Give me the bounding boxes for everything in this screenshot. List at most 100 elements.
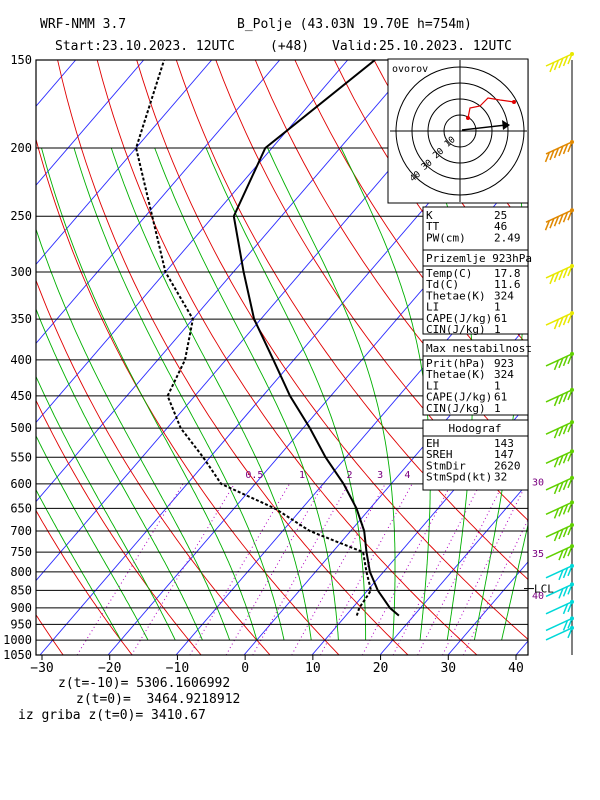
stat-value: 143 — [494, 437, 514, 450]
stat-key: Td(C) — [426, 278, 459, 291]
stat-key: K — [426, 209, 433, 222]
stat-value: 147 — [494, 448, 514, 461]
wind-barb — [544, 139, 574, 163]
stat-key: Thetae(K) — [426, 368, 486, 381]
pressure-label: 400 — [10, 353, 32, 367]
storm-motion-vector — [461, 124, 507, 131]
wind-barb — [545, 449, 574, 468]
hodograph-stats-box-frame — [422, 419, 529, 491]
wind-barb — [545, 52, 574, 73]
profiles-layer — [135, 60, 400, 617]
hodograph-point — [512, 100, 516, 104]
wind-barb — [545, 523, 574, 542]
wind-barb — [545, 500, 574, 519]
stat-value: 61 — [494, 391, 507, 404]
dry-adiabat — [57, 60, 409, 655]
pressure-label: 450 — [10, 389, 32, 403]
wind-barb — [545, 616, 574, 632]
pressure-label: 700 — [10, 524, 32, 538]
x-tick-label: 40 — [508, 661, 524, 676]
surface-box-frame — [422, 249, 529, 335]
hodograph-trace — [467, 97, 515, 119]
stat-key: LI — [426, 379, 439, 392]
pressure-label: 900 — [10, 601, 32, 615]
max-unstable-box-frame — [422, 339, 529, 416]
lcl-label: LCL — [534, 583, 554, 596]
stat-value: 61 — [494, 312, 507, 325]
stat-value: 32 — [494, 471, 507, 484]
pressure-label: 850 — [10, 583, 32, 597]
moist-adiabat — [501, 522, 528, 641]
wind-barb — [545, 475, 574, 495]
wind-barb — [544, 208, 574, 231]
mixing-ratio-label: 0.5 — [245, 470, 263, 481]
pressure-label: 500 — [10, 421, 32, 435]
mixing-ratio-line — [225, 483, 324, 655]
stat-key: LI — [426, 301, 439, 314]
dry-adiabat — [36, 137, 340, 655]
stat-key: Thetae(K) — [426, 289, 486, 302]
isotherm-line — [36, 60, 417, 503]
stat-key: CIN(J/kg) — [426, 402, 486, 415]
x-tick-label: −10 — [166, 661, 189, 676]
stat-key: CAPE(J/kg) — [426, 312, 492, 325]
isotherm-line — [36, 60, 349, 424]
valid-time: Valid:25.10.2023. 12UTC — [332, 39, 512, 54]
mixing-ratio-label: 1 — [299, 470, 305, 481]
wind-barb — [545, 387, 574, 407]
hodograph-label: ovorov — [392, 64, 428, 75]
x-tick-label: −30 — [30, 661, 53, 676]
pressure-label: 800 — [10, 565, 32, 579]
max-unstable-box: Max nestabilnost Prit(hPa) 923 Thetae(K) 324… — [422, 339, 532, 416]
wind-barbs — [544, 52, 574, 655]
pressure-label: 950 — [10, 617, 32, 631]
mixing-ratio-line — [291, 483, 386, 655]
stat-key: CIN(J/kg) — [426, 323, 486, 336]
max-unstable-box-title: Max nestabilnost — [426, 342, 532, 355]
wind-barb — [545, 311, 574, 330]
isotherm-label: 30 — [532, 477, 544, 488]
x-tick-label: 10 — [305, 661, 321, 676]
isotherm-label: 40 — [532, 591, 544, 602]
pressure-label: 600 — [10, 477, 32, 491]
stat-value: 1 — [494, 402, 501, 415]
moist-adiabat — [340, 147, 431, 641]
pressure-label: 300 — [10, 265, 32, 279]
stat-key: StmDir — [426, 459, 466, 472]
pressure-label: 750 — [10, 545, 32, 559]
stat-value: 2620 — [494, 459, 521, 472]
moist-adiabat — [36, 488, 122, 641]
storm-motion-arrow — [502, 120, 510, 130]
surface-box-title: Prizemlje 923hPa — [426, 252, 532, 265]
moist-adiabat — [154, 147, 339, 641]
surface-box: Prizemlje 923hPa Temp(C) 17.8 Td(C) 11.6 Thet… — [422, 249, 532, 336]
station-name: B_Polje (43.03N 19.70E h=754m) — [237, 17, 472, 32]
mixing-ratio-line — [189, 483, 290, 655]
pressure-label: 150 — [10, 53, 32, 67]
footer-line-3: iz griba z(t=0)= 3410.67 — [18, 708, 206, 723]
dry-adiabat — [572, 60, 600, 655]
wind-barb — [545, 563, 574, 581]
pressure-label: 200 — [10, 141, 32, 155]
x-tick-label: 30 — [440, 661, 456, 676]
mixing-ratio-line — [417, 483, 504, 655]
wind-barb — [545, 544, 574, 561]
wind-barb — [545, 599, 574, 615]
stat-value: 11.6 — [494, 278, 521, 291]
indices-box-frame — [422, 206, 529, 251]
info-boxes: K 25 TT 46 PW(cm) 2.49 Prizemlje 923hPa Temp(C)… — [422, 206, 532, 491]
footer-line-2: z(t=0)= 3464.9218912 — [76, 692, 241, 707]
stat-value: 923 — [494, 357, 514, 370]
stat-value: 1 — [494, 379, 501, 392]
stat-key: Prit(hPa) — [426, 357, 486, 370]
stat-key: CAPE(J/kg) — [426, 391, 492, 404]
mixing-ratio-line — [131, 483, 235, 655]
pressure-label: 350 — [10, 312, 32, 326]
pressure-label: 650 — [10, 501, 32, 515]
stat-key: PW(cm) — [426, 231, 466, 244]
mixing-ratio-line — [442, 483, 527, 655]
isotherm-line — [36, 60, 281, 345]
isotherm-line — [379, 482, 528, 655]
stat-key: TT — [426, 220, 440, 233]
